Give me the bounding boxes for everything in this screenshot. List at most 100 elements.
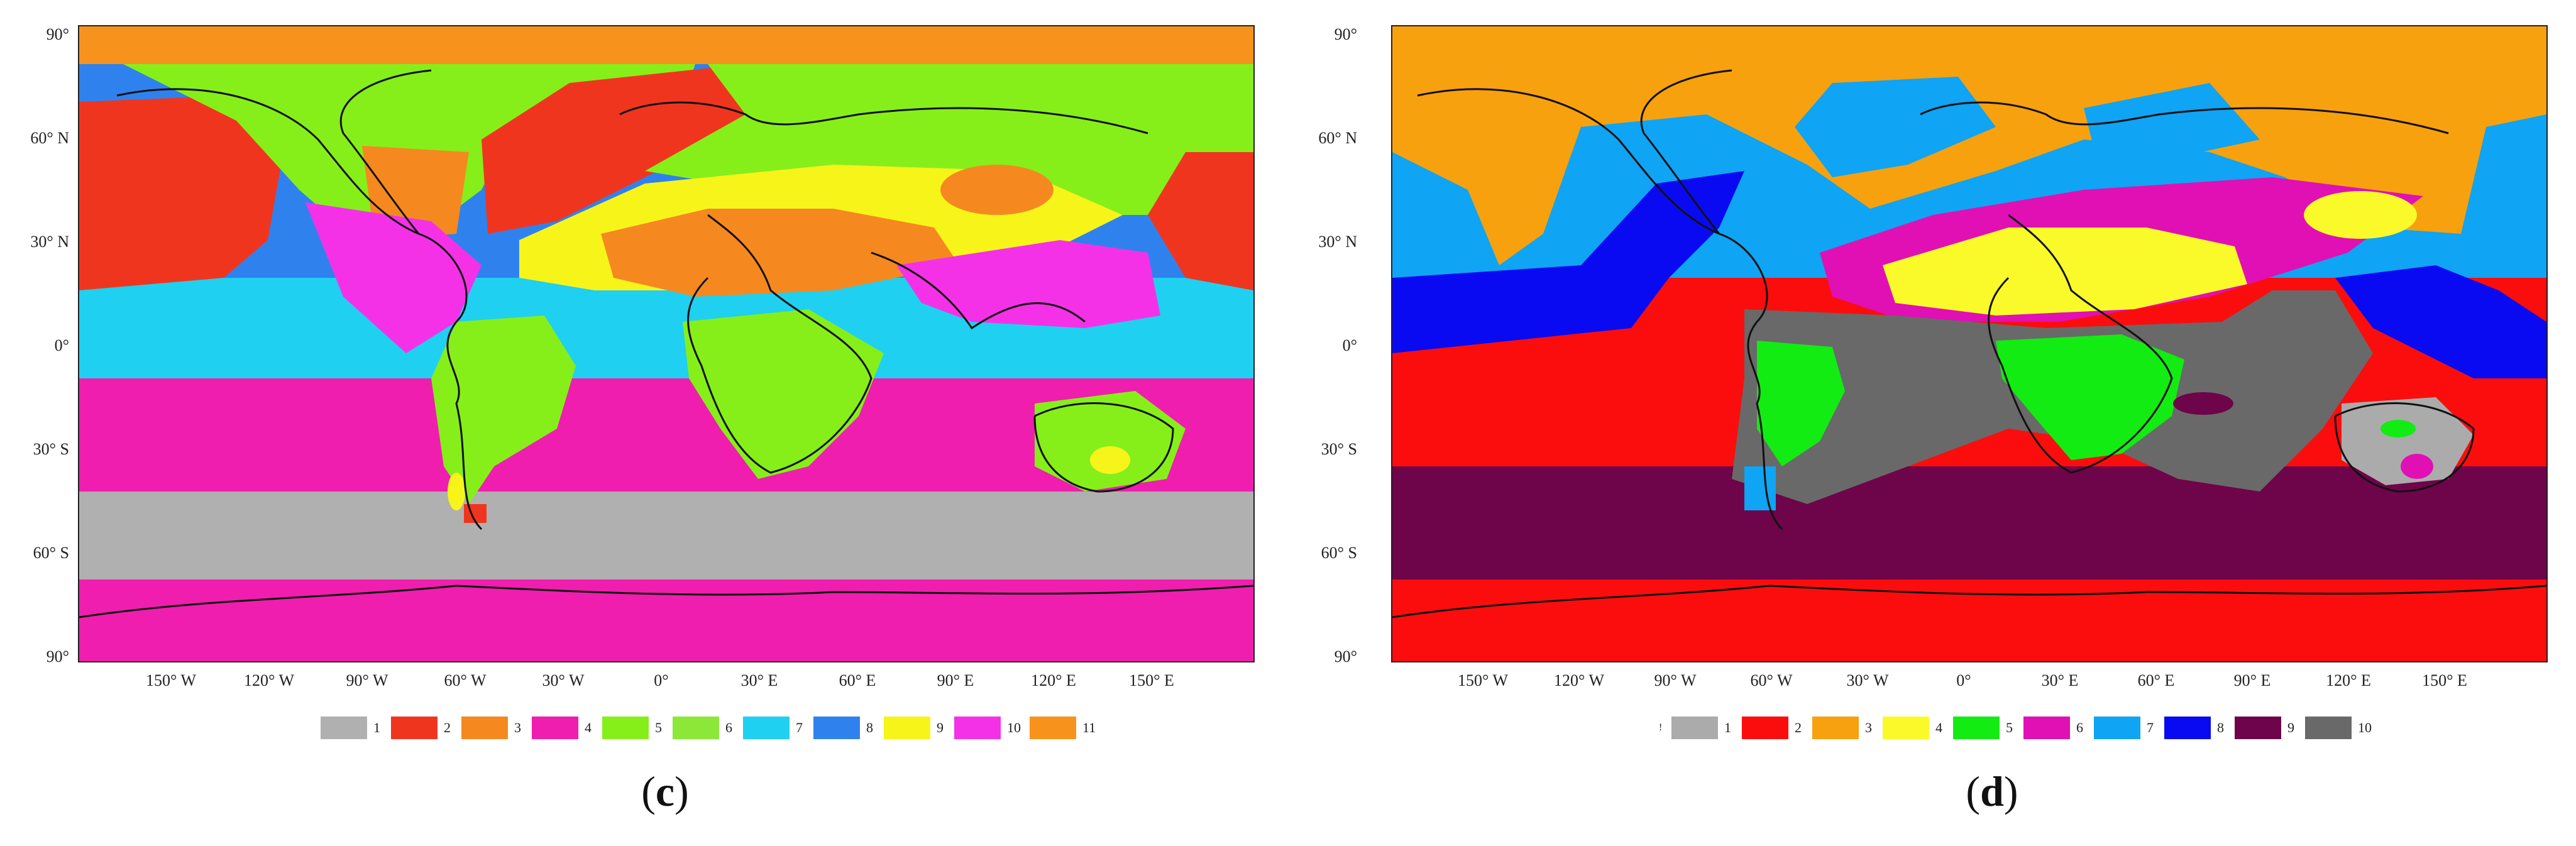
lon-label-90e: 90° E xyxy=(2233,671,2271,689)
region-d-indian-ocean-maroon xyxy=(2173,392,2233,415)
legend-prefix-mark: ! xyxy=(1659,722,1663,733)
legend-label: 2 xyxy=(444,720,451,735)
lon-label-120w: 120° W xyxy=(1554,671,1604,689)
lat-label-60n: 60° N xyxy=(1318,129,1357,147)
legend-label: 1 xyxy=(1724,720,1731,735)
legend-swatch xyxy=(884,717,930,739)
lat-label-30s: 30° S xyxy=(1321,440,1357,458)
legend-label: 3 xyxy=(1865,720,1872,735)
legend-swatch xyxy=(813,717,860,739)
legend-item: 4 xyxy=(532,717,593,739)
region-d-australia-green xyxy=(2381,420,2416,437)
lat-label-30n: 30° N xyxy=(30,233,69,251)
panel-label-c: (c) xyxy=(641,767,689,815)
lon-label-120e: 120° E xyxy=(1031,671,1076,689)
legend-item: 4 xyxy=(1883,717,1944,739)
lon-label-60w: 60° W xyxy=(1750,671,1793,689)
region-c-south-asia xyxy=(896,240,1160,328)
legend-item: 5 xyxy=(1953,717,2015,739)
legend-label: 11 xyxy=(1082,720,1096,735)
legend-d: ! 1 2 3 4 5 6 7 8 9 10 xyxy=(1653,715,2381,740)
legend-item: 5 xyxy=(602,717,664,739)
lon-label-0: 0° xyxy=(654,671,669,689)
region-c-arctic xyxy=(79,26,1253,64)
legend-swatch xyxy=(673,717,719,739)
legend-item: 3 xyxy=(461,717,523,739)
region-c-pacific-red-west xyxy=(79,96,287,290)
lon-label-120e: 120° E xyxy=(2326,671,2371,689)
legend-label: 7 xyxy=(796,720,803,735)
lat-label-30n: 30° N xyxy=(1318,233,1357,251)
panel-c: 90° 60° N 30° N 0° 30° S 60° S 90° xyxy=(30,25,1255,815)
lat-label-0: 0° xyxy=(1342,336,1357,354)
legend-item: 7 xyxy=(743,717,805,739)
lon-label-30e: 30° E xyxy=(2041,671,2079,689)
legend-swatch xyxy=(2235,717,2281,739)
region-c-australia-yellow xyxy=(1090,446,1130,474)
legend-item: 2 xyxy=(391,717,453,739)
map-c-svg xyxy=(79,26,1253,661)
lon-label-120w: 120° W xyxy=(244,671,294,689)
coastlines-c xyxy=(79,69,1253,618)
legend-swatch xyxy=(391,717,438,739)
lat-label-60s: 60° S xyxy=(1321,544,1357,562)
legend-swatch xyxy=(743,717,790,739)
lon-label-90e: 90° E xyxy=(937,671,974,689)
region-c-southern-ocean xyxy=(79,492,1253,580)
legend-label: 7 xyxy=(2147,720,2154,735)
region-d-australia-magenta xyxy=(2401,454,2433,479)
legend-label: 9 xyxy=(2287,720,2294,735)
legend-item: 10 xyxy=(2305,717,2372,739)
region-c-central-america xyxy=(305,202,482,353)
legend-swatch xyxy=(321,717,367,739)
region-d-europe-blue xyxy=(2084,83,2260,158)
legend-label: 6 xyxy=(725,720,732,735)
region-c-central-asia xyxy=(940,165,1054,215)
lat-label-60s: 60° S xyxy=(33,544,69,562)
legend-item: 11 xyxy=(1030,717,1096,739)
legend-label: 2 xyxy=(1795,720,1802,735)
region-d-central-asia-yellow xyxy=(2304,191,2417,239)
legend-swatch xyxy=(461,717,508,739)
lon-label-90w: 90° W xyxy=(1654,671,1697,689)
region-d-antarctic xyxy=(1392,580,2546,661)
region-d-sahara-yellow xyxy=(1883,228,2247,316)
legend-swatch xyxy=(1883,717,1929,739)
legend-item: 9 xyxy=(884,717,945,739)
map-d xyxy=(1391,25,2548,662)
lon-label-60w: 60° W xyxy=(444,671,487,689)
region-c-australia xyxy=(1035,391,1186,492)
map-c xyxy=(78,25,1255,662)
legend-label: 1 xyxy=(373,720,380,735)
lon-label-150e: 150° E xyxy=(2422,671,2467,689)
lon-label-150w: 150° W xyxy=(146,671,196,689)
region-c-antarctic xyxy=(79,580,1253,661)
legend-item: 9 xyxy=(2235,717,2296,739)
lat-label-90n: 90° xyxy=(1334,25,1357,43)
legend-item: 10 xyxy=(954,717,1021,739)
legend-item: 1 xyxy=(321,717,382,739)
region-d-south-america-green xyxy=(1757,341,1845,466)
lat-label-30s: 30° S xyxy=(33,440,69,458)
region-d-patagonia-blue xyxy=(1744,466,1776,510)
legend-swatch xyxy=(1953,717,2000,739)
legend-item: 8 xyxy=(813,717,875,739)
legend-item: 6 xyxy=(2023,717,2085,739)
lon-label-60e: 60° E xyxy=(2137,671,2175,689)
legend-label: 6 xyxy=(2076,720,2083,735)
legend-c: 1 2 3 4 5 6 7 8 9 10 11 xyxy=(321,715,1104,740)
panel-label-d: (d) xyxy=(1966,767,2018,815)
lon-label-30w: 30° W xyxy=(542,671,585,689)
legend-swatch xyxy=(602,717,649,739)
lon-label-30e: 30° E xyxy=(740,671,778,689)
lon-label-60e: 60° E xyxy=(839,671,876,689)
region-d-north-band xyxy=(1392,64,2546,265)
lat-label-0: 0° xyxy=(54,336,69,354)
region-d-pacific-deep-blue xyxy=(1392,171,1744,353)
lon-label-90w: 90° W xyxy=(346,671,388,689)
lon-label-0: 0° xyxy=(1956,671,1971,689)
legend-label: 4 xyxy=(585,720,592,735)
legend-item: 2 xyxy=(1742,717,1803,739)
region-c-sahara xyxy=(601,209,959,297)
legend-swatch xyxy=(2094,717,2140,739)
